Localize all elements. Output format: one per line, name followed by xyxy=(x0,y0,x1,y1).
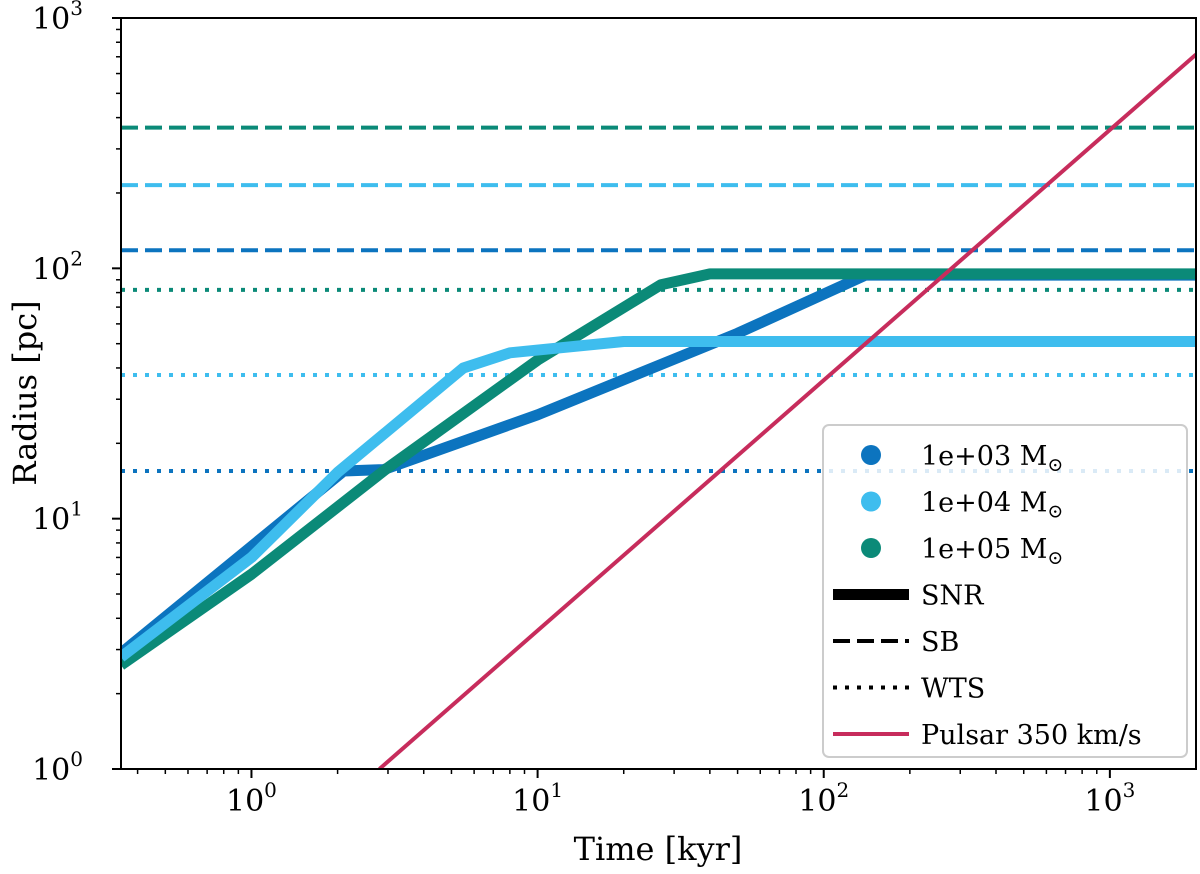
series-pulsar-350-km-s xyxy=(378,52,1196,769)
legend-1e-04-m-msun-label: 1e+04 M⊙ xyxy=(921,488,1063,523)
series-snr-1e-04 xyxy=(121,336,1196,662)
legend-box xyxy=(822,424,1188,758)
legend-sb-label: SB xyxy=(921,627,959,658)
legend-1e-05-m-msun-label: 1e+05 M⊙ xyxy=(921,534,1063,569)
y-tick-label: 101 xyxy=(32,497,83,538)
legend-1e-03-m-msun-marker xyxy=(861,445,881,465)
series-snr-1e-05 xyxy=(121,268,1196,670)
y-axis-title: Radius [pc] xyxy=(6,300,44,485)
legend-1e-03-m-msun-label: 1e+03 M⊙ xyxy=(921,441,1063,476)
x-axis-title: Time [kyr] xyxy=(574,830,743,868)
plot-frame xyxy=(120,17,1197,770)
legend-snr-label: SNR xyxy=(921,581,984,612)
legend: 1e+03 M⊙ 1e+04 M⊙ 1e+05 M⊙ SNR SB WTS Pulsar 3… xyxy=(822,424,1188,758)
legend-wts-label: WTS xyxy=(921,674,985,705)
x-tick-label: 103 xyxy=(1084,778,1135,819)
legend-1e-05-m-msun-marker xyxy=(861,538,881,558)
x-tick-label: 100 xyxy=(226,778,277,819)
x-tick-label: 102 xyxy=(798,778,849,819)
y-tick-label: 100 xyxy=(32,747,83,788)
legend-pulsar-350-km-s-label: Pulsar 350 km/s xyxy=(921,720,1142,751)
y-tick-label: 102 xyxy=(32,246,83,287)
x-tick-label: 101 xyxy=(512,778,563,819)
y-tick-label: 103 xyxy=(32,0,83,37)
legend-1e-04-m-msun-marker xyxy=(861,491,881,512)
